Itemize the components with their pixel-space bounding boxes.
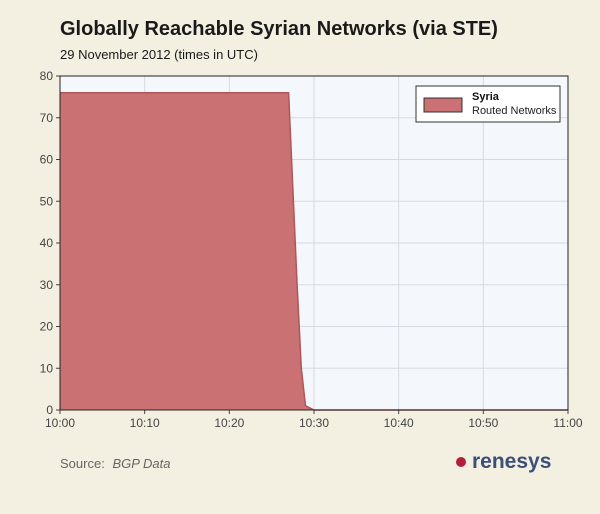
- legend-series-name: Syria: [472, 91, 500, 103]
- legend: Syria Routed Networks: [415, 85, 561, 123]
- x-tick-label: 10:30: [299, 416, 329, 430]
- brand-logo: renesys: [456, 450, 551, 474]
- y-tick-label: 10: [40, 361, 54, 375]
- x-tick-label: 10:20: [214, 416, 244, 430]
- y-tick-label: 80: [40, 69, 54, 83]
- y-tick-label: 40: [40, 236, 54, 250]
- legend-series-label: Routed Networks: [472, 105, 557, 117]
- y-tick-label: 20: [40, 320, 54, 334]
- source-note: Source: BGP Data: [60, 456, 170, 471]
- series-area-fill: [60, 92, 568, 410]
- y-tick-label: 0: [46, 403, 53, 417]
- area-chart: 0 10 20 30 40 50 60 70 80 10:00 10:10 10:20 10:30 10:…: [40, 69, 583, 430]
- legend-swatch: [423, 97, 463, 113]
- x-tick-label: 10:40: [384, 416, 414, 430]
- y-tick-label: 70: [40, 111, 54, 125]
- source-value: BGP Data: [112, 456, 171, 471]
- y-tick-label: 30: [40, 278, 54, 292]
- x-tick-label: 10:10: [130, 416, 160, 430]
- x-tick-label: 10:00: [45, 416, 75, 430]
- brand-name: renesys: [472, 450, 552, 473]
- source-label: Source:: [60, 456, 105, 471]
- x-tick-label: 11:00: [553, 416, 582, 430]
- chart-title: Globally Reachable Syrian Networks (via …: [60, 18, 498, 40]
- brand-dot-icon: [456, 457, 466, 467]
- y-tick-label: 60: [40, 153, 54, 167]
- chart-subtitle: 29 November 2012 (times in UTC): [60, 47, 258, 62]
- axes: 0 10 20 30 40 50 60 70 80 10:00 10:10 10:20 10:30 10:…: [40, 69, 583, 430]
- x-tick-label: 10:50: [468, 416, 498, 430]
- plot-frame: [59, 75, 569, 411]
- y-tick-label: 50: [40, 194, 54, 208]
